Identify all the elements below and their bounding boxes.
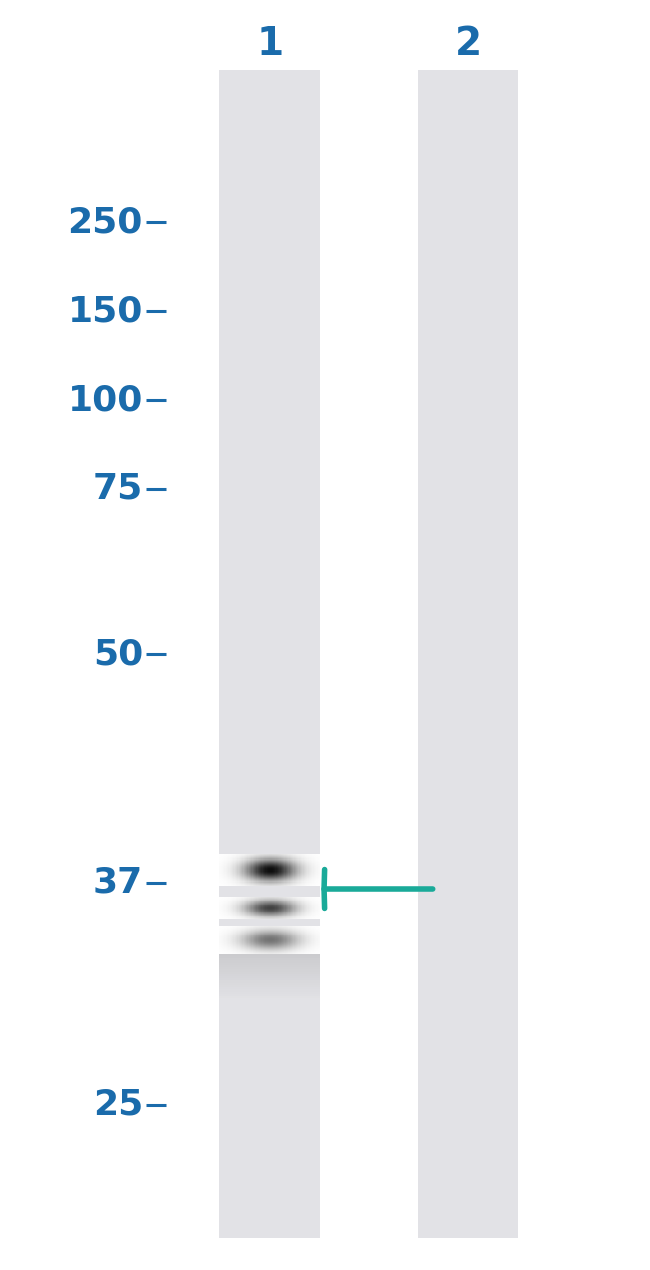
Text: 37: 37 [93,866,143,899]
Text: 100: 100 [68,384,143,417]
Text: 2: 2 [454,25,482,64]
Bar [219,983,320,986]
Text: 75: 75 [93,472,143,505]
Text: 25: 25 [93,1088,143,1121]
Bar [219,987,320,989]
Bar [219,975,320,978]
Bar [219,965,320,968]
Bar [219,968,320,969]
Bar [219,996,320,998]
Text: 150: 150 [68,295,143,328]
Bar [219,980,320,983]
Bar [219,993,320,996]
Bar [219,989,320,992]
Bar [219,978,320,980]
Bar [219,986,320,987]
Text: 250: 250 [68,206,143,239]
Bar [219,954,320,956]
Bar [417,70,519,1238]
Text: 50: 50 [93,638,143,671]
Bar [219,974,320,977]
Bar [219,960,320,963]
Bar [219,969,320,972]
Bar [219,956,320,959]
Bar [219,992,320,994]
Bar [219,963,320,965]
Bar [219,70,320,1238]
Bar [219,972,320,974]
Text: 1: 1 [256,25,283,64]
Bar [219,958,320,960]
